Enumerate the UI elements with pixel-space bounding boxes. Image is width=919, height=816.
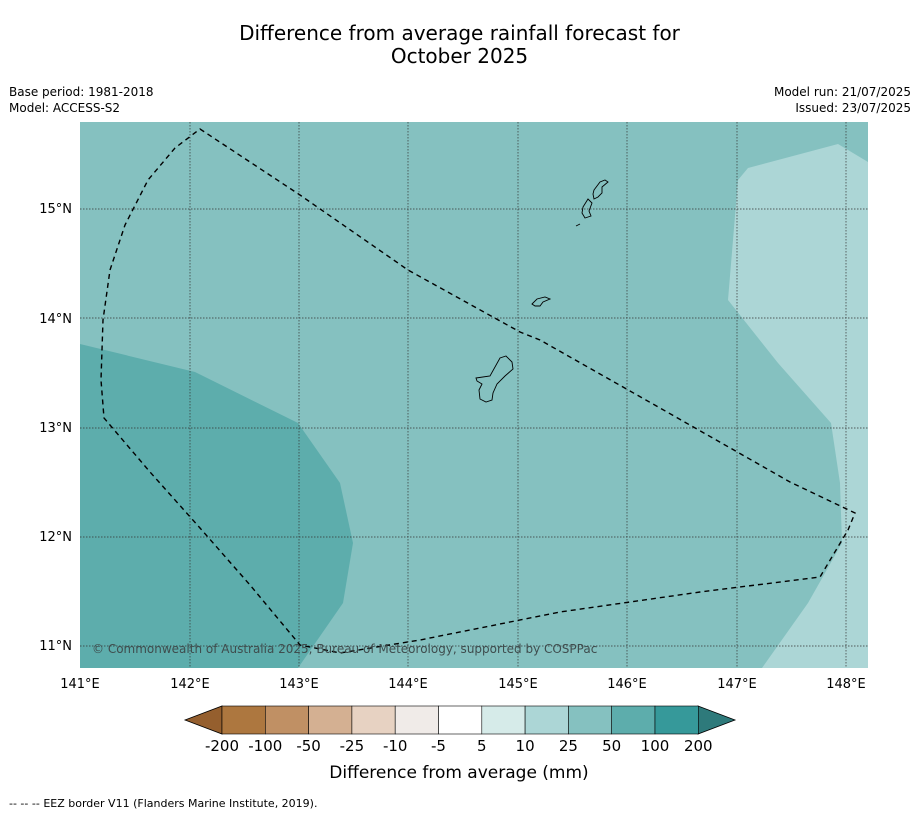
model-run-text: Model run: 21/07/2025	[773, 85, 911, 99]
colorbar-tick-label: -200	[205, 737, 239, 755]
copyright-notice: © Commonwealth of Australia 2025, Bureau…	[92, 642, 597, 656]
title-line-1: Difference from average rainfall forecas…	[239, 21, 680, 45]
lon-label-142: 142°E	[170, 677, 210, 692]
eez-legend-symbol: -- -- --	[9, 797, 40, 810]
lat-label-12: 12°N	[39, 530, 72, 545]
lon-label-141: 141°E	[60, 677, 100, 692]
colorbar-tick-label: 100	[641, 737, 670, 755]
colorbar-tick-label: -5	[431, 737, 446, 755]
chart-title: Difference from average rainfall forecas…	[0, 22, 919, 68]
colorbar-tick-label: 25	[559, 737, 578, 755]
meta-right: Model run: 21/07/2025 Issued: 23/07/2025	[774, 84, 911, 116]
title-line-2: October 2025	[390, 44, 529, 68]
colorbar-segment	[264, 705, 309, 735]
colorbar-tick-label: -50	[296, 737, 321, 755]
colorbar-segment	[481, 705, 526, 735]
lat-label-11: 11°N	[39, 639, 72, 654]
colorbar-extend-low	[183, 705, 223, 735]
colorbar-tick-label: -10	[383, 737, 408, 755]
colorbar-segment	[524, 705, 569, 735]
eez-border	[100, 128, 856, 654]
eez-legend-text: EEZ border V11 (Flanders Marine Institut…	[43, 797, 318, 810]
lon-label-143: 143°E	[279, 677, 319, 692]
colorbar-title: Difference from average (mm)	[329, 763, 588, 783]
rota-island	[531, 296, 552, 307]
lon-label-144: 144°E	[388, 677, 428, 692]
axis-labels: 141°E 142°E 143°E 144°E 145°E 146°E 147°…	[39, 202, 866, 692]
lon-label-147: 147°E	[717, 677, 757, 692]
model-text: Model: ACCESS-S2	[9, 101, 121, 115]
colorbar-segment	[438, 705, 483, 735]
issued-text: Issued: 23/07/2025	[795, 101, 911, 115]
colorbar-tick-label: 200	[684, 737, 713, 755]
colorbar-segment	[308, 705, 353, 735]
gridlines	[80, 122, 868, 668]
lon-label-148: 148°E	[826, 677, 866, 692]
colorbar-tick-label: -25	[340, 737, 365, 755]
aguijan-islet	[575, 223, 581, 227]
eez-legend: -- -- -- EEZ border V11 (Flanders Marine…	[9, 797, 317, 810]
colorbar: -200 -100 -50 -25 -10 -5 5 10 25 50 100 200 Differe…	[183, 705, 737, 783]
saipan-island	[592, 179, 609, 200]
island-outlines	[475, 179, 609, 403]
colorbar-segment	[394, 705, 439, 735]
guam-island	[475, 355, 514, 403]
base-period-text: Base period: 1981-2018	[9, 85, 154, 99]
colorbar-segment	[611, 705, 656, 735]
meta-left: Base period: 1981-2018 Model: ACCESS-S2	[9, 84, 154, 116]
lon-label-145: 145°E	[498, 677, 538, 692]
lon-label-146: 146°E	[607, 677, 647, 692]
colorbar-segment	[221, 705, 266, 735]
colorbar-segment	[654, 705, 699, 735]
lat-label-13: 13°N	[39, 421, 72, 436]
colorbar-segment	[568, 705, 613, 735]
colorbar-extend-high	[697, 705, 737, 735]
lat-label-15: 15°N	[39, 202, 72, 217]
colorbar-tick-label: 50	[602, 737, 621, 755]
map-panel: © Commonwealth of Australia 2025, Bureau…	[80, 122, 868, 668]
rainfall-area-10-25	[728, 144, 868, 668]
lat-label-14: 14°N	[39, 312, 72, 327]
colorbar-tick-label: 5	[477, 737, 487, 755]
colorbar-tick-label: 10	[516, 737, 535, 755]
rainfall-area-50-100	[80, 344, 353, 668]
colorbar-segment	[351, 705, 396, 735]
colorbar-tick-label: -100	[248, 737, 282, 755]
tinian-island	[581, 198, 593, 219]
